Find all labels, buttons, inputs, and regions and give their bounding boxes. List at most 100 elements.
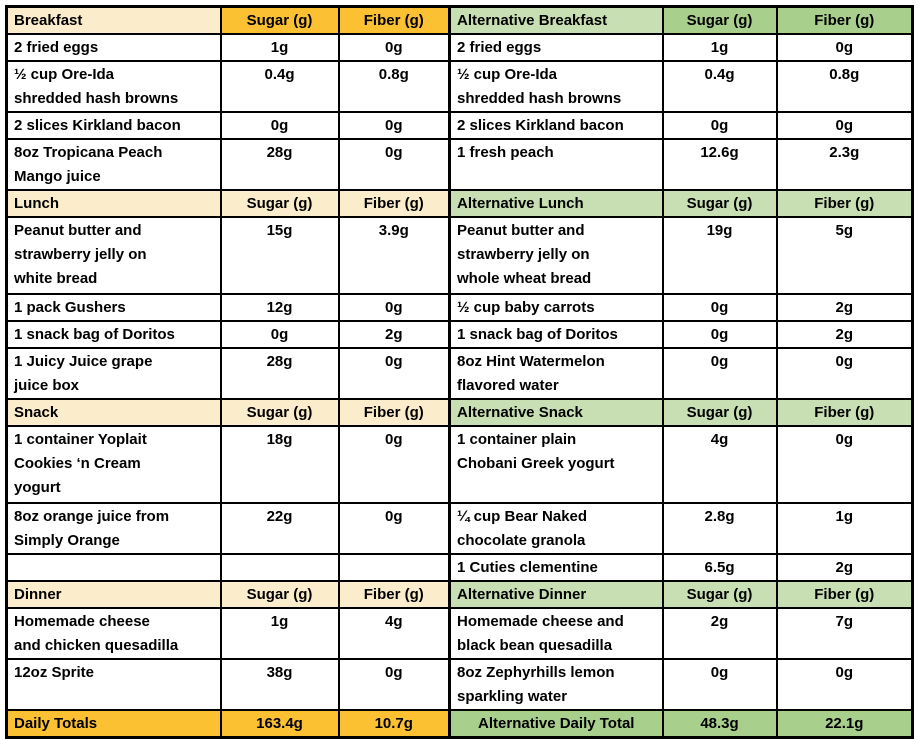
table-row: 8oz Tropicana Peach Mango juice 28g 0g 1… [5,138,914,191]
alt-food-item-cell: ½ cup Ore-Ida shredded hash browns [448,60,664,113]
alt-fiber-column-header: Fiber (g) [775,580,914,609]
sugar-value-cell: 28g [219,347,340,400]
alt-sugar-value-cell: 4g [661,425,778,504]
sugar-value-cell: 0.4g [219,60,340,113]
alt-fiber-value-cell: 2g [775,553,914,582]
food-item-cell: 2 fried eggs [5,33,222,62]
sugar-value-cell: 12g [219,293,340,322]
table-row: ½ cup Ore-Ida shredded hash browns 0.4g … [5,60,914,113]
food-item-cell: 8oz orange juice from Simply Orange [5,502,222,555]
alt-fiber-value-cell: 0g [775,658,914,711]
alt-fiber-value-cell: 0g [775,33,914,62]
alt-sugar-value-cell: 1g [661,33,778,62]
sugar-value-cell: 0g [219,320,340,349]
food-item-cell [5,553,222,582]
table-row: 2 slices Kirkland bacon 0g 0g 2 slices K… [5,111,914,140]
alt-section-title: Alternative Snack [448,398,664,427]
food-item-cell: 2 slices Kirkland bacon [5,111,222,140]
alt-fiber-column-header: Fiber (g) [775,5,914,35]
table-row: 12oz Sprite 38g 0g 8oz Zephyrhills lemon… [5,658,914,711]
section-title: Dinner [5,580,222,609]
daily-total-sugar: 163.4g [219,709,340,739]
sugar-value-cell: 1g [219,33,340,62]
alt-sugar-column-header: Sugar (g) [661,189,778,218]
table-row: 2 fried eggs 1g 0g 2 fried eggs 1g 0g [5,33,914,62]
alt-food-item-cell: ½ cup baby carrots [448,293,664,322]
fiber-value-cell: 0g [337,347,451,400]
alt-fiber-value-cell: 7g [775,607,914,660]
alt-food-item-cell: 1 Cuties clementine [448,553,664,582]
table-row: 1 pack Gushers 12g 0g ½ cup baby carrots… [5,293,914,322]
fiber-value-cell: 0g [337,111,451,140]
food-item-cell: 1 pack Gushers [5,293,222,322]
alt-fiber-value-cell: 0.8g [775,60,914,113]
table-row: 1 Cuties clementine 6.5g 2g [5,553,914,582]
alt-food-item-cell: 8oz Zephyrhills lemon sparkling water [448,658,664,711]
alt-sugar-value-cell: 2g [661,607,778,660]
fiber-value-cell [337,553,451,582]
fiber-value-cell: 0g [337,138,451,191]
alt-food-item-cell: Homemade cheese and black bean quesadill… [448,607,664,660]
fiber-value-cell: 0g [337,425,451,504]
table-row: 1 container Yoplait Cookies ‘n Cream yog… [5,425,914,504]
alt-fiber-value-cell: 5g [775,216,914,295]
alt-sugar-value-cell: 2.8g [661,502,778,555]
section-header-breakfast: Breakfast Sugar (g) Fiber (g) Alternativ… [5,5,914,35]
fiber-value-cell: 3.9g [337,216,451,295]
alt-food-item-cell: 1 fresh peach [448,138,664,191]
fiber-column-header: Fiber (g) [337,5,451,35]
table-row: 8oz orange juice from Simply Orange 22g … [5,502,914,555]
section-header-snack: Snack Sugar (g) Fiber (g) Alternative Sn… [5,398,914,427]
sugar-value-cell: 28g [219,138,340,191]
sugar-value-cell: 0g [219,111,340,140]
alt-sugar-value-cell: 19g [661,216,778,295]
alt-fiber-value-cell: 0g [775,347,914,400]
section-title: Lunch [5,189,222,218]
alt-sugar-value-cell: 0g [661,320,778,349]
section-title: Breakfast [5,5,222,35]
daily-totals-row: Daily Totals 163.4g 10.7g Alternative Da… [5,709,914,739]
alt-sugar-column-header: Sugar (g) [661,5,778,35]
fiber-value-cell: 0.8g [337,60,451,113]
alt-sugar-value-cell: 0g [661,293,778,322]
fiber-column-header: Fiber (g) [337,580,451,609]
alt-sugar-value-cell: 0g [661,658,778,711]
daily-total-fiber: 10.7g [337,709,451,739]
alt-fiber-value-cell: 2g [775,293,914,322]
fiber-column-header: Fiber (g) [337,189,451,218]
alt-sugar-value-cell: 0g [661,347,778,400]
alt-sugar-value-cell: 6.5g [661,553,778,582]
alt-daily-total-sugar: 48.3g [661,709,778,739]
sugar-value-cell [219,553,340,582]
alt-section-title: Alternative Dinner [448,580,664,609]
fiber-column-header: Fiber (g) [337,398,451,427]
alt-section-title: Alternative Breakfast [448,5,664,35]
table-row: 1 Juicy Juice grape juice box 28g 0g 8oz… [5,347,914,400]
table-row: 1 snack bag of Doritos 0g 2g 1 snack bag… [5,320,914,349]
alt-daily-total-fiber: 22.1g [775,709,914,739]
table-row: Peanut butter and strawberry jelly on wh… [5,216,914,295]
food-item-cell: ½ cup Ore-Ida shredded hash browns [5,60,222,113]
table-row: Homemade cheese and chicken quesadilla 1… [5,607,914,660]
fiber-value-cell: 0g [337,658,451,711]
sugar-value-cell: 15g [219,216,340,295]
alt-food-item-cell: 2 slices Kirkland bacon [448,111,664,140]
meal-comparison-table: Breakfast Sugar (g) Fiber (g) Alternativ… [5,5,914,739]
alt-food-item-cell: 8oz Hint Watermelon flavored water [448,347,664,400]
fiber-value-cell: 0g [337,33,451,62]
alt-food-item-cell: ¼ cup Bear Naked chocolate granola [448,502,664,555]
alt-food-item-cell: 2 fried eggs [448,33,664,62]
sugar-column-header: Sugar (g) [219,189,340,218]
food-item-cell: 12oz Sprite [5,658,222,711]
food-item-cell: 1 Juicy Juice grape juice box [5,347,222,400]
food-item-cell: 1 snack bag of Doritos [5,320,222,349]
sugar-column-header: Sugar (g) [219,398,340,427]
section-header-lunch: Lunch Sugar (g) Fiber (g) Alternative Lu… [5,189,914,218]
fiber-value-cell: 0g [337,502,451,555]
daily-totals-label: Daily Totals [5,709,222,739]
alt-fiber-value-cell: 0g [775,425,914,504]
alt-section-title: Alternative Lunch [448,189,664,218]
sugar-column-header: Sugar (g) [219,580,340,609]
sugar-value-cell: 1g [219,607,340,660]
alt-fiber-value-cell: 1g [775,502,914,555]
